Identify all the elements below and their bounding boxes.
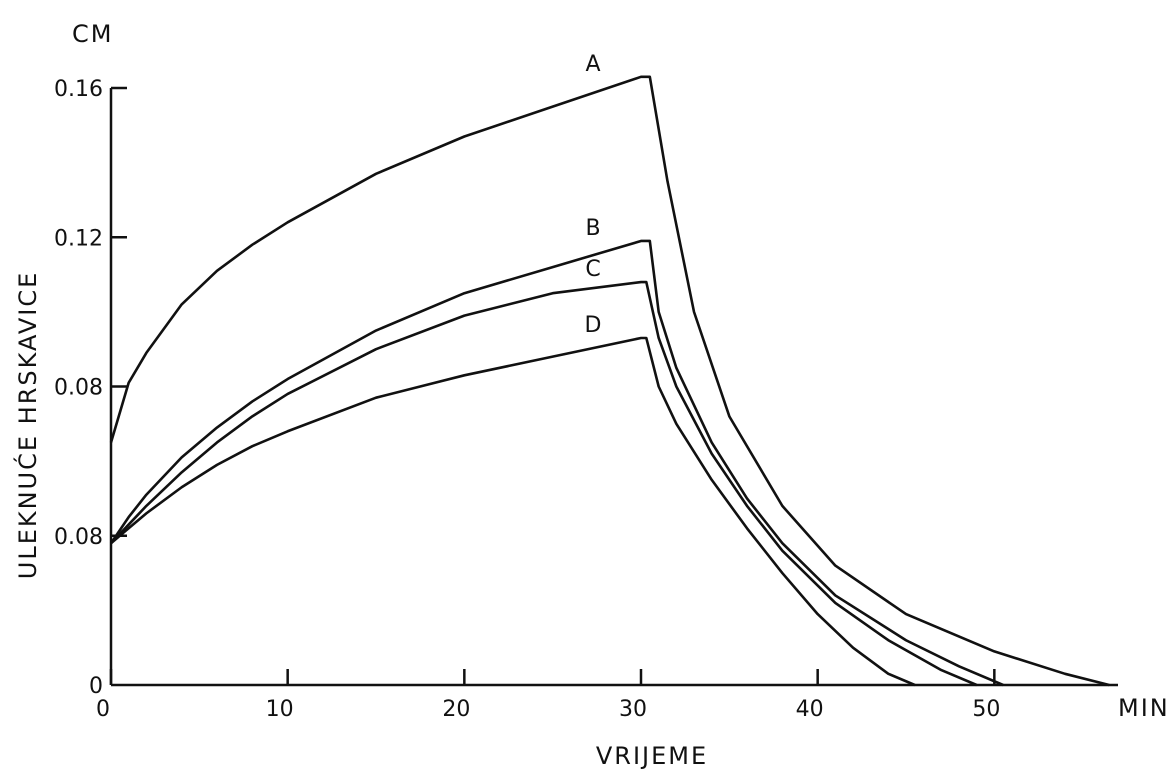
series-line-a xyxy=(109,75,1110,687)
x-unit-label: MIN xyxy=(1118,694,1170,722)
series-line-b xyxy=(109,239,1004,687)
series-label-c: C xyxy=(585,257,600,282)
y-unit-label: CM xyxy=(72,20,113,48)
x-tick-label: 0 xyxy=(96,697,110,722)
labels: CM MIN VRIJEME ULEKNUĆE HRSKAVICE xyxy=(12,20,1170,770)
series-line-c xyxy=(110,280,978,687)
series-label-d: D xyxy=(585,313,602,338)
series-label-a: A xyxy=(585,52,600,77)
axes xyxy=(109,88,1118,687)
x-tick-label: 10 xyxy=(266,697,294,722)
y-tick-label: 0 xyxy=(89,674,103,699)
x-tick-label: 50 xyxy=(972,697,1000,722)
series-line-d xyxy=(110,336,916,687)
x-tick-label: 30 xyxy=(619,697,647,722)
y-tick-label: 0.16 xyxy=(54,77,103,102)
x-tick-label: 40 xyxy=(796,697,824,722)
y-tick-label: 0.12 xyxy=(54,226,103,251)
series-curves: A BC D xyxy=(109,52,1110,687)
y-tick-label: 0.08 xyxy=(54,376,103,401)
series-label-b: B xyxy=(585,216,600,241)
y-tick-label: 0.08 xyxy=(54,525,103,550)
ticks: 0 10 20 30 40 50 0 0.08 0.08 0.12 0.16 xyxy=(54,77,1000,722)
x-axis-title: VRIJEME xyxy=(596,742,708,770)
y-axis-title: ULEKNUĆE HRSKAVICE xyxy=(12,271,42,579)
x-tick-label: 20 xyxy=(442,697,470,722)
